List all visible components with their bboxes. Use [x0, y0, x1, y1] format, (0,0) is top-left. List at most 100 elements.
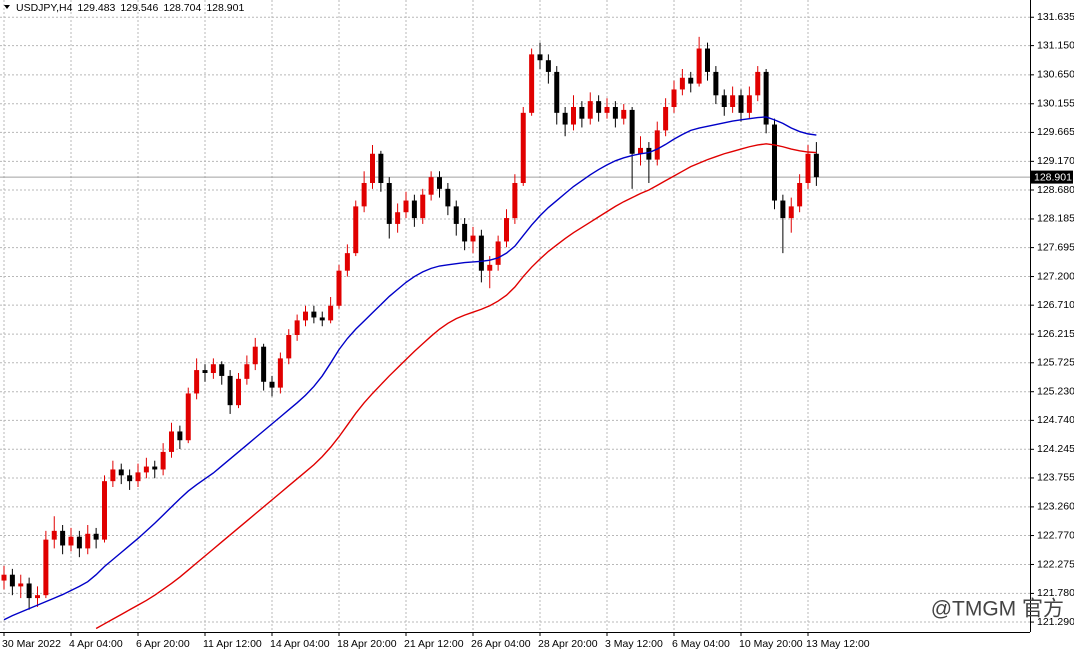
- candle-body: [202, 370, 208, 374]
- candle-body: [679, 77, 685, 90]
- y-tick-label: 129.170: [1037, 155, 1074, 167]
- candle-body: [763, 71, 769, 125]
- candle-body: [487, 264, 493, 271]
- candle-body: [35, 595, 40, 599]
- x-tick-label: 6 Apr 20:00: [136, 638, 190, 650]
- candle-body: [772, 124, 777, 201]
- candle-body: [663, 106, 669, 131]
- y-tick-label: 128.185: [1037, 213, 1074, 225]
- candle-body: [1, 574, 7, 581]
- candle-body: [236, 378, 241, 406]
- header-value: 128.704: [163, 2, 201, 14]
- candle-body: [43, 539, 49, 596]
- candle-body: [210, 364, 216, 374]
- y-tick-label: 124.740: [1037, 414, 1074, 426]
- candle-body: [303, 311, 308, 321]
- watermark: @TMGM 官方: [931, 598, 1064, 621]
- y-tick-label: 125.725: [1037, 357, 1074, 369]
- candle-body: [638, 147, 643, 154]
- candle-body: [269, 381, 275, 388]
- y-tick-label: 129.665: [1037, 126, 1074, 138]
- candle-body: [110, 469, 116, 482]
- candle-body: [403, 200, 409, 213]
- candle-body: [587, 101, 593, 119]
- candle-body: [604, 106, 610, 113]
- candle-body: [596, 101, 602, 113]
- y-tick-label: 126.710: [1037, 299, 1074, 311]
- candle-body: [361, 182, 367, 207]
- y-tick-label: 122.275: [1037, 558, 1074, 570]
- candle-body: [612, 106, 618, 119]
- candle-body: [512, 182, 518, 219]
- plot: [0, 36, 1030, 630]
- candle-body: [169, 431, 174, 452]
- candle-body: [411, 200, 417, 219]
- candle-body: [252, 346, 258, 365]
- candle-body: [470, 235, 476, 242]
- candle-body: [696, 48, 702, 84]
- y-tick-label: 123.755: [1037, 472, 1074, 484]
- moving-average-line: [95, 143, 817, 630]
- candle-body: [118, 469, 124, 476]
- candle-body: [261, 346, 267, 382]
- candle-body: [579, 106, 585, 119]
- header-value: 129.483: [77, 2, 115, 14]
- candle-body: [160, 451, 166, 470]
- candle-body: [294, 320, 300, 336]
- candle-body: [102, 481, 107, 540]
- header-value: 129.546: [120, 2, 158, 14]
- candle-body: [797, 182, 803, 207]
- candle-body: [177, 431, 183, 441]
- y-tick-label: 128.680: [1037, 184, 1074, 196]
- x-tick-label: 14 Apr 04:00: [270, 638, 330, 650]
- candle-body: [244, 364, 250, 379]
- candle-body: [504, 218, 509, 242]
- y-tick-label: 127.200: [1037, 270, 1074, 282]
- candle-body: [813, 153, 819, 178]
- candle-body: [738, 95, 744, 113]
- y-tick-label: 122.770: [1037, 529, 1074, 541]
- candle-body: [51, 530, 57, 540]
- x-tick-label: 21 Apr 12:00: [404, 638, 464, 650]
- y-tick-label: 124.245: [1037, 443, 1074, 455]
- header-value: 128.901: [206, 2, 244, 14]
- candle-body: [277, 358, 283, 388]
- candle-body: [60, 530, 66, 546]
- candle-body: [453, 206, 459, 224]
- candle-body: [152, 466, 158, 470]
- y-tick-label: 131.635: [1037, 11, 1074, 23]
- x-tick-label: 30 Mar 2022: [2, 638, 61, 650]
- candle-body: [780, 200, 786, 219]
- candle-body: [428, 177, 434, 195]
- candle-body: [68, 536, 74, 546]
- candle-body: [646, 147, 652, 160]
- candle-body: [730, 95, 736, 107]
- candle-body: [571, 106, 576, 125]
- candle-body: [746, 95, 752, 113]
- candle-body: [85, 533, 91, 549]
- y-tick-label: 121.780: [1037, 587, 1074, 599]
- candle-body: [194, 370, 200, 394]
- y-tick-label: 127.695: [1037, 241, 1074, 253]
- x-tick-label: 13 May 12:00: [806, 638, 870, 650]
- candle-body: [18, 583, 24, 587]
- x-tick-label: 28 Apr 20:00: [538, 638, 598, 650]
- candle-body: [344, 253, 350, 271]
- candle-body: [370, 153, 375, 183]
- y-tick-label: 121.290: [1037, 616, 1074, 628]
- x-tick-label: 4 Apr 04:00: [69, 638, 123, 650]
- candle-body: [654, 130, 660, 160]
- y-tick-label: 126.215: [1037, 328, 1074, 340]
- candle-body: [805, 153, 811, 183]
- symbol: USDJPY,H4: [16, 2, 73, 14]
- y-tick-label: 130.650: [1037, 69, 1074, 81]
- candle-body: [135, 472, 141, 482]
- y-tick-label: 131.150: [1037, 39, 1074, 51]
- candle-body: [328, 305, 334, 321]
- candle-body: [143, 466, 149, 473]
- chart-header: USDJPY,H4 129.483 129.546 128.704 128.901: [16, 2, 244, 14]
- symbol-menu-icon: [4, 5, 10, 9]
- candle-body: [713, 71, 719, 96]
